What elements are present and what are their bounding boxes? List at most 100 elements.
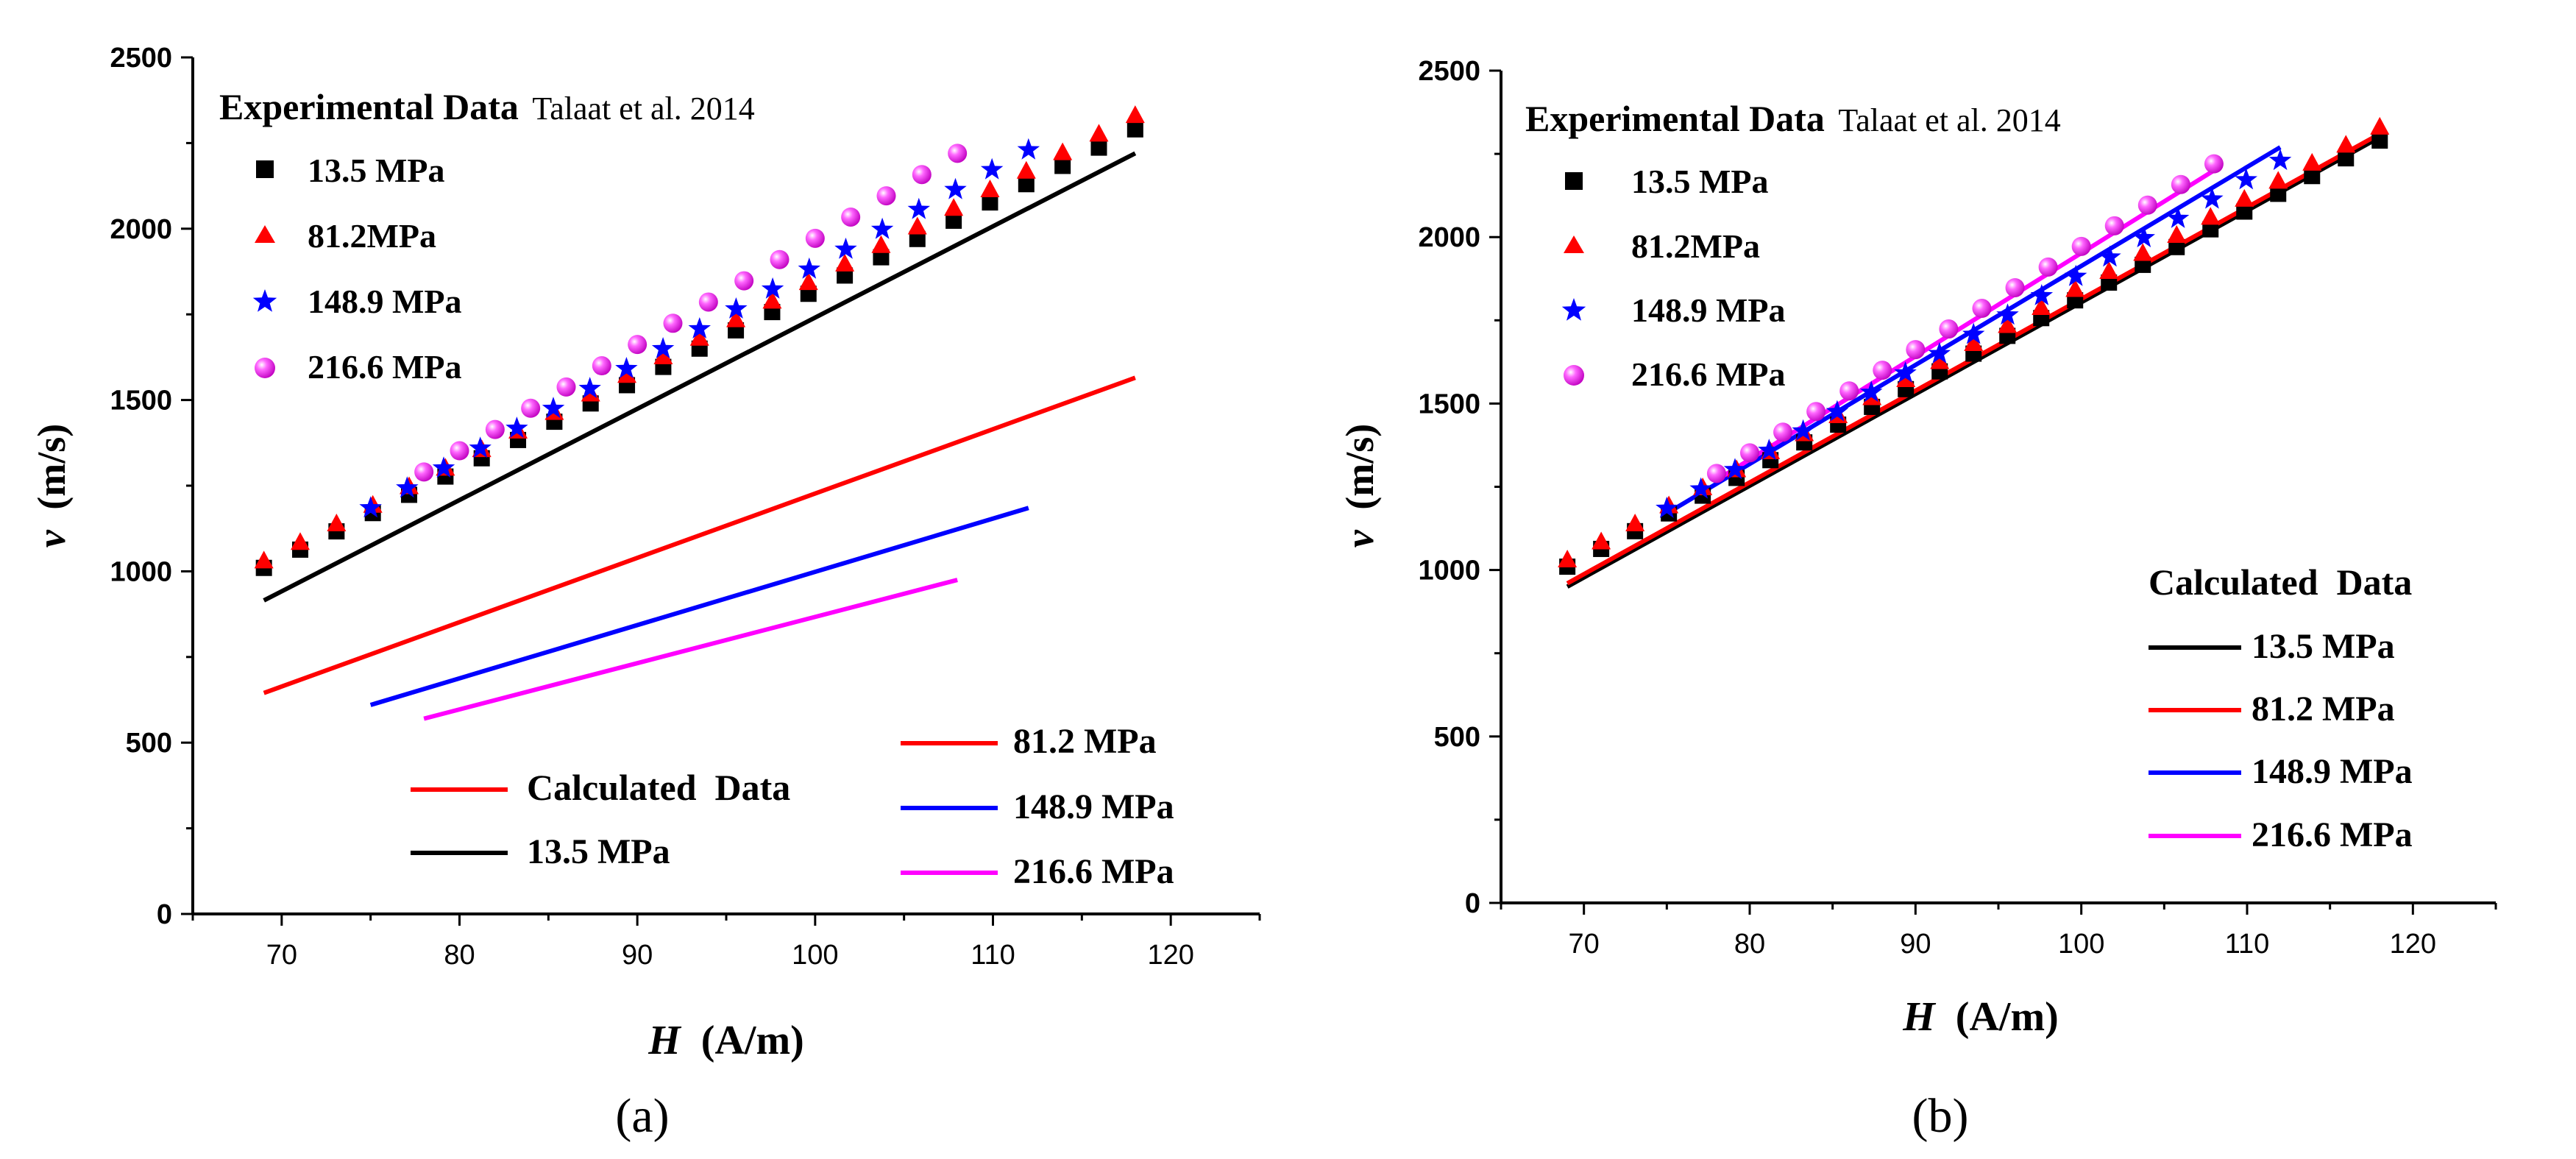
data-point-sphere — [592, 356, 611, 376]
data-point-triangle — [653, 347, 673, 365]
legend-calc-label: 13.5 MPa — [527, 832, 670, 871]
data-point-star — [1894, 361, 1917, 383]
data-point-square — [2202, 221, 2219, 238]
y-tick-label: 500 — [126, 728, 172, 759]
data-point-star — [2268, 149, 2292, 171]
legend-marker-triangle — [255, 225, 275, 243]
data-point-sphere — [2104, 216, 2124, 235]
data-point-square — [1126, 121, 1143, 138]
data-point-triangle — [798, 272, 818, 291]
data-point-triangle — [2235, 188, 2254, 207]
data-point-square — [909, 230, 926, 247]
legend-marker-square — [1565, 172, 1583, 190]
axes-group: 70 80 90 100 110 120 0 500 1000 1500 2000 2500 — [110, 43, 1261, 971]
data-point-triangle — [1053, 142, 1073, 160]
data-point-sphere — [1773, 422, 1793, 442]
data-point-star — [1825, 400, 1849, 422]
legend-marker-sphere — [1564, 365, 1584, 386]
data-point-square — [2304, 168, 2321, 185]
x-tick-label: 90 — [1900, 929, 1931, 960]
data-point-square — [1054, 157, 1071, 174]
data-point-triangle — [726, 309, 746, 327]
data-point-sphere — [1873, 361, 1892, 380]
calculated-legend: Calculated Data 13.5 MPa 81.2 MPa 148.9 … — [411, 722, 1174, 891]
data-point-triangle — [1625, 514, 1645, 532]
panel-b: 70 80 90 100 110 120 0 500 1000 1500 2000 2500 v (m… — [1338, 56, 2497, 1143]
y-tick-label: 1500 — [110, 386, 172, 417]
data-point-sphere — [1906, 340, 1926, 360]
legend-exp-heading: Experimental Data Talaat et al. 2014 — [219, 86, 755, 127]
data-point-triangle — [980, 180, 1000, 198]
y-tick-label: 0 — [1465, 888, 1480, 919]
data-point-star — [1792, 419, 1814, 441]
data-point-sphere — [485, 419, 505, 439]
y-axis-unit: (m/s) — [1338, 424, 1382, 510]
data-point-sphere — [2071, 236, 2091, 256]
panel-label: (a) — [615, 1089, 669, 1143]
data-point-star — [1689, 477, 1712, 499]
data-point-star — [615, 357, 638, 378]
experimental-legend: Experimental Data Talaat et al. 2014 13.… — [219, 86, 755, 386]
data-point-sphere — [1839, 381, 1859, 401]
data-point-sphere — [628, 335, 647, 355]
data-point-triangle — [617, 365, 637, 383]
data-point-star — [1860, 380, 1883, 403]
data-point-sphere — [521, 398, 541, 418]
x-tick-label: 80 — [444, 940, 475, 971]
data-point-star — [907, 197, 930, 219]
x-tick-label: 100 — [2058, 929, 2104, 960]
data-point-star — [359, 496, 382, 518]
data-point-star — [578, 377, 601, 398]
legend-exp-label: 148.9 MPa — [308, 283, 462, 320]
calculated-legend: Calculated Data 13.5 MPa 81.2 MPa 148.9 … — [2149, 561, 2413, 854]
data-point-star — [980, 157, 1004, 180]
x-tick-label: 120 — [2390, 929, 2436, 960]
legend-exp-source: Talaat et al. 2014 — [1838, 102, 2060, 138]
x-tick-label: 70 — [266, 940, 297, 971]
data-point-star — [2098, 245, 2121, 267]
data-point-sphere — [556, 377, 576, 397]
legend-calc-label: 13.5 MPa — [2252, 627, 2395, 666]
data-point-triangle — [2302, 152, 2322, 171]
x-axis-unit: (A/m) — [701, 1018, 804, 1063]
data-point-sphere — [2005, 277, 2025, 297]
legend-exp-title: Experimental Data — [1525, 98, 1825, 139]
data-point-triangle — [907, 216, 927, 235]
data-point-star — [432, 456, 455, 478]
legend-exp-label: 13.5 MPa — [308, 152, 445, 189]
data-point-star — [725, 297, 748, 319]
data-point-sphere — [2204, 154, 2224, 174]
legend-exp-heading: Experimental Data Talaat et al. 2014 — [1525, 98, 2061, 139]
legend-exp-title: Experimental Data — [219, 86, 519, 127]
data-point-triangle — [2268, 171, 2288, 189]
data-point-star — [944, 177, 967, 199]
x-tick-label: 90 — [622, 940, 653, 971]
data-point-triangle — [1964, 333, 1984, 351]
data-point-triangle — [2032, 297, 2051, 315]
legend-calc-label: 148.9 MPa — [2252, 752, 2413, 791]
legend-marker-star — [1561, 298, 1586, 321]
data-point-sphere — [1972, 299, 1992, 319]
data-point-triangle — [2167, 224, 2187, 243]
x-axis-label: H (A/m) — [1902, 994, 2059, 1040]
data-point-triangle — [2201, 207, 2221, 225]
x-tick-label: 110 — [971, 940, 1015, 971]
data-point-star — [2064, 264, 2087, 286]
data-point-sphere — [805, 228, 825, 248]
y-tick-label: 2500 — [110, 43, 172, 74]
data-point-sphere — [1939, 319, 1959, 339]
data-point-triangle — [2336, 135, 2356, 153]
data-point-triangle — [1125, 105, 1145, 124]
legend-exp-label: 148.9 MPa — [1631, 291, 1786, 329]
y-axis-unit: (m/s) — [29, 424, 74, 510]
data-point-star — [396, 476, 419, 498]
y-axis-label: v (m/s) — [1338, 424, 1382, 547]
data-point-square — [837, 267, 854, 284]
data-point-triangle — [1558, 550, 1578, 568]
data-point-triangle — [1016, 160, 1036, 179]
data-point-square — [873, 249, 890, 266]
data-marks — [1558, 116, 2390, 589]
y-axis-symbol: v — [1338, 529, 1382, 547]
y-tick-label: 1000 — [110, 556, 172, 587]
data-point-square — [2236, 203, 2253, 220]
